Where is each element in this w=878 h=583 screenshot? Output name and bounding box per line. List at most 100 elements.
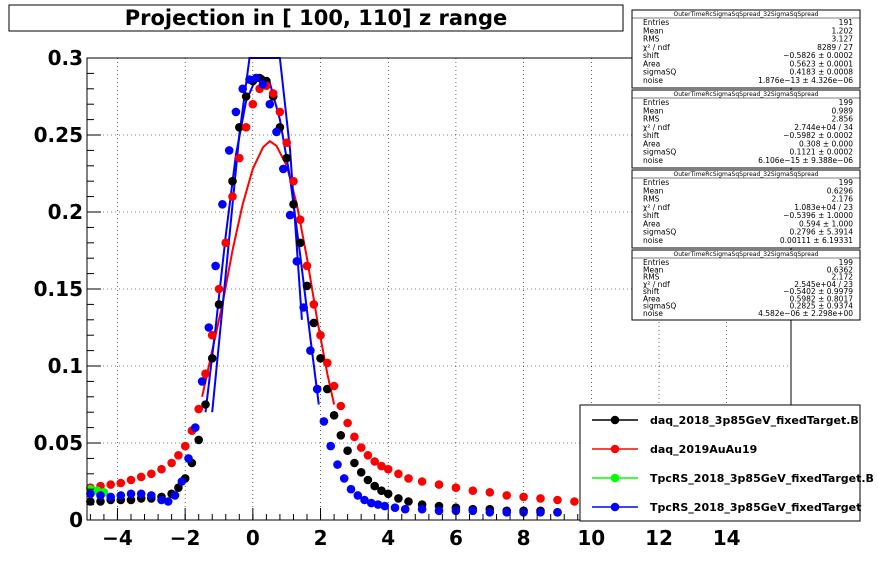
data-point [106,480,115,489]
data-point [370,481,380,491]
stats-label: sigmaSQ [643,148,676,157]
stats-value: −0.5396 ± 1.0000 [783,211,853,220]
stats-value: 0.6296 [827,186,853,195]
stats-value: 2.172 [832,273,854,282]
stats-value: 2.545e+04 / 23 [794,280,853,289]
stats-title: OuterTimeRcSigmaSqSpread_32SigmaSqSpread [674,171,819,178]
data-point [194,404,203,414]
stats-label: χ² / ndf [643,203,670,212]
x-tick-label: 4 [381,526,395,550]
stats-label: shift [643,131,659,140]
stats-label: RMS [643,35,660,44]
stats-label: noise [643,76,663,85]
stats-value: 2.744e+04 / 34 [794,123,853,132]
legend-marker [610,415,620,425]
data-point [319,417,329,426]
stats-label: Area [643,139,660,148]
legend-label: TpcRS_2018_3p85GeV_fixedTarget [650,501,861,514]
x-tick-label: −2 [170,526,201,550]
data-point [126,495,136,505]
data-point [553,495,562,505]
y-tick-label: 0.1 [48,354,83,378]
data-point [329,381,339,391]
data-point [96,491,105,500]
data-point [231,107,241,117]
data-point [383,489,393,499]
data-point [228,176,237,186]
data-point [306,346,315,355]
data-point [468,506,478,516]
data-point [170,491,180,500]
data-point [370,457,380,466]
y-tick-label: 0.05 [34,431,83,455]
axes: −4 −2 0 2 4 6 8 10 12 14 0 0.05 0.1 0.15 0.2 0.25 0.3 [34,46,782,550]
data-point [316,354,325,363]
data-point [363,451,373,460]
data-point [157,464,166,474]
stats-value: 0.5982 ± 0.8017 [789,294,853,303]
stats-value: 0.2825 ± 0.9374 [789,302,853,311]
data-point [235,153,244,163]
stats-label: shift [643,287,659,296]
data-point [390,503,400,512]
data-point [302,281,312,291]
x-tick-label: 8 [517,526,531,550]
x-tick-label: 12 [645,526,673,550]
stats-value: 3.127 [832,35,854,44]
stats-value: 1.876e−13 ± 4.326e−06 [758,76,853,85]
title-frame [8,4,624,32]
data-point [279,164,288,174]
data-point [451,483,461,493]
data-point [316,330,325,340]
stats-label: Area [643,59,660,68]
data-point [394,494,403,503]
data-point [434,506,444,516]
data-point [570,497,579,506]
stats-value: 0.6362 [827,265,853,274]
data-point [373,500,383,509]
data-point [353,491,363,500]
legend-frame [579,404,861,522]
x-tick-label: −4 [102,526,133,550]
data-point [360,495,369,505]
data-point [204,323,214,332]
fit-curve [201,139,336,405]
stats-label: RMS [643,273,660,282]
stats-label: Mean [643,26,664,35]
data-point [536,494,545,503]
stats-label: Entries [643,98,669,107]
data-point [214,300,224,309]
data-point [136,472,146,482]
data-point [96,497,105,506]
data-point [400,504,410,514]
legend-marker [610,473,620,483]
data-point [343,418,352,428]
data-point [214,284,224,294]
data-point [201,400,210,409]
y-tick-label: 0.15 [34,277,83,301]
data-point [265,99,275,109]
data-point [224,146,234,155]
data-point [248,99,258,109]
x-tick-label: 6 [449,526,463,550]
data-point [228,192,237,201]
data-point [218,200,227,209]
data-point [363,475,373,485]
data-point [147,469,156,479]
stats-value: 1.202 [832,26,854,35]
data-point [350,432,359,442]
stats-label: sigmaSQ [643,302,676,311]
data-point [289,200,298,209]
data-point [126,475,136,485]
stats-label: sigmaSQ [643,68,676,77]
data-point [468,486,478,496]
data-point [502,508,512,517]
stats-value: 199 [839,98,854,107]
stats-panel: OuterTimeRcSigmaSqSpread_32SigmaSqSpread… [631,9,861,321]
data-point [207,354,217,363]
data-point [336,401,346,411]
stats-label: noise [643,309,663,318]
data-point [356,443,366,452]
